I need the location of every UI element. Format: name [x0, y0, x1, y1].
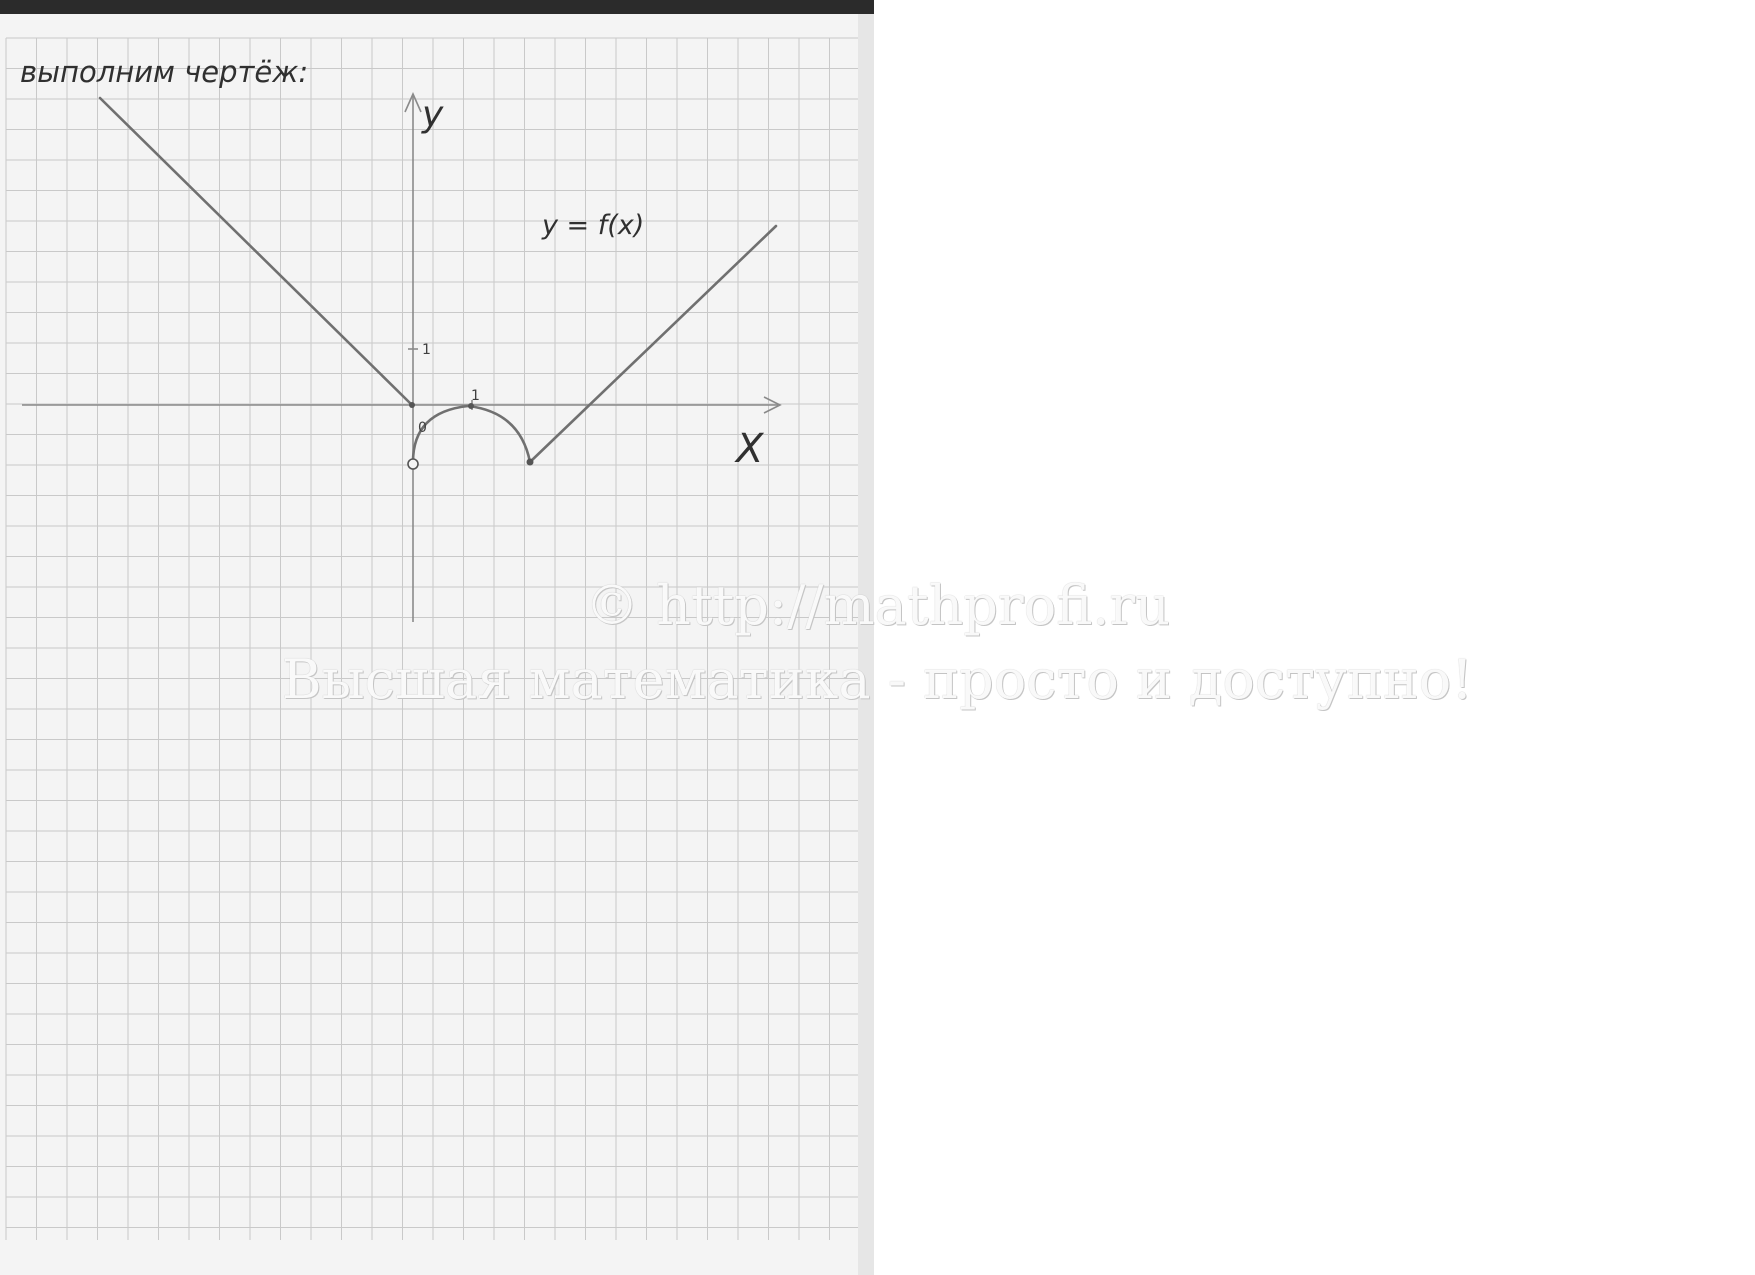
graph-right-branch: [528, 224, 778, 464]
watermark-slogan: Высшая математика - просто и доступно!: [281, 648, 1473, 711]
watermark-url: © http://mathprofi.ru: [584, 574, 1171, 637]
function-label: y = f(x): [541, 210, 644, 241]
point-origin: [409, 402, 415, 408]
point-1-0: [468, 403, 474, 409]
tick-y-label: 1: [422, 342, 431, 358]
paper-sheet: [0, 14, 874, 1275]
axis-x-label: X: [734, 426, 765, 472]
notebook-page: выполним чертёж: y X y = f(x) 0 1 1: [0, 0, 874, 1275]
page-right-edge: [858, 14, 874, 1275]
top-shadow-strip: [0, 0, 874, 14]
tick-x-label: 1: [471, 388, 480, 404]
axis-y-label: y: [421, 94, 444, 135]
y-axis-arrowhead: [404, 92, 422, 113]
graph-left-branch: [98, 96, 414, 407]
point-2-minus1: [526, 458, 534, 466]
origin-label: 0: [418, 420, 427, 436]
page-heading: выполним чертёж:: [20, 55, 308, 89]
grid-paper: [5, 37, 858, 1240]
x-axis-arrowhead: [763, 396, 782, 414]
open-point-0-minus1: [407, 458, 419, 470]
